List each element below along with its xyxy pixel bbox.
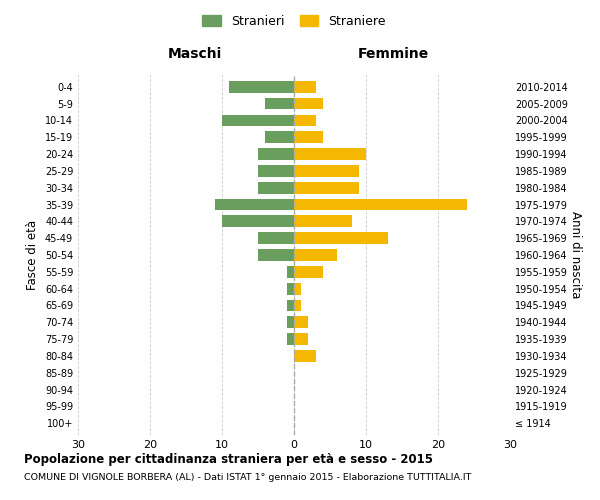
Bar — [294, 198, 467, 210]
Bar — [294, 148, 366, 160]
Bar — [265, 98, 294, 110]
Legend: Stranieri, Straniere: Stranieri, Straniere — [197, 10, 391, 32]
Bar — [287, 283, 294, 294]
Bar — [294, 249, 337, 261]
Bar — [294, 182, 359, 194]
Bar — [258, 249, 294, 261]
Bar — [265, 132, 294, 143]
Bar — [287, 300, 294, 312]
Bar — [294, 266, 323, 278]
Bar — [222, 114, 294, 126]
Bar — [294, 232, 388, 244]
Bar — [294, 114, 316, 126]
Bar — [215, 198, 294, 210]
Bar — [294, 81, 316, 92]
Text: Maschi: Maschi — [167, 46, 222, 60]
Bar — [294, 333, 308, 345]
Bar — [287, 333, 294, 345]
Text: COMUNE DI VIGNOLE BORBERA (AL) - Dati ISTAT 1° gennaio 2015 - Elaborazione TUTTI: COMUNE DI VIGNOLE BORBERA (AL) - Dati IS… — [24, 472, 472, 482]
Text: Popolazione per cittadinanza straniera per età e sesso - 2015: Popolazione per cittadinanza straniera p… — [24, 452, 433, 466]
Bar — [294, 300, 301, 312]
Bar — [294, 283, 301, 294]
Bar — [294, 316, 308, 328]
Y-axis label: Fasce di età: Fasce di età — [26, 220, 39, 290]
Bar — [294, 165, 359, 177]
Bar — [258, 232, 294, 244]
Bar — [294, 132, 323, 143]
Text: Femmine: Femmine — [358, 46, 429, 60]
Bar — [294, 216, 352, 227]
Bar — [294, 350, 316, 362]
Bar — [258, 148, 294, 160]
Bar — [287, 266, 294, 278]
Bar — [222, 216, 294, 227]
Bar — [287, 316, 294, 328]
Bar — [258, 165, 294, 177]
Bar — [294, 98, 323, 110]
Y-axis label: Anni di nascita: Anni di nascita — [569, 212, 581, 298]
Bar — [229, 81, 294, 92]
Bar — [258, 182, 294, 194]
